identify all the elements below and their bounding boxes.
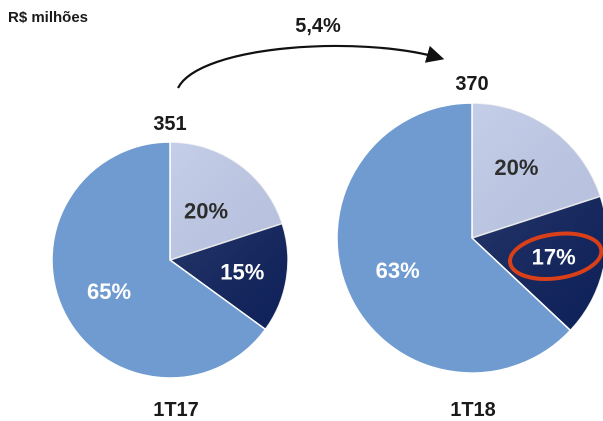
pie-label-1t17-2: 65% <box>87 279 131 304</box>
growth-arrow <box>177 44 445 89</box>
pie-1t18-total: 370 <box>455 73 488 95</box>
pie-1t17: 20% 15% 65% <box>51 141 289 379</box>
pie-1t18-period: 1T18 <box>450 399 496 421</box>
pie-label-1t18-1: 17% <box>532 244 576 269</box>
pie-slice-1t17-2 <box>51 141 267 379</box>
pie-1t17-total: 351 <box>153 113 186 135</box>
unit-label: R$ milhões <box>8 9 88 26</box>
pie-1t18: 20% 17% 63% <box>336 102 603 374</box>
pie-label-1t18-2: 63% <box>376 258 420 283</box>
pie-label-1t18-0: 20% <box>494 155 538 180</box>
pie-slice-1t18-2 <box>336 102 572 374</box>
pie-1t17-period: 1T17 <box>153 399 199 421</box>
pie-label-1t17-0: 20% <box>184 198 228 223</box>
pie-label-1t17-1: 15% <box>220 259 264 284</box>
highlight-ring <box>508 231 603 281</box>
growth-label: 5,4% <box>295 15 341 37</box>
